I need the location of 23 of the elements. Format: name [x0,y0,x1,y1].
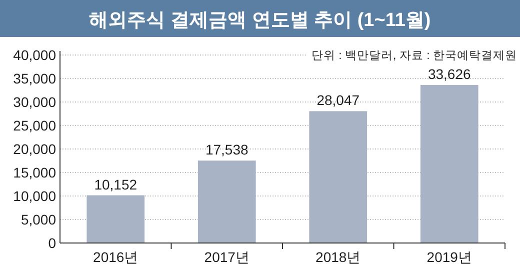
data-label: 17,538 [205,142,248,158]
bar [309,111,368,243]
y-tick-label: 0 [48,235,56,251]
x-tick-label: 2019년 [426,249,472,265]
bar [86,195,145,243]
y-tick-label: 35,000 [13,70,56,86]
y-tick-label: 40,000 [13,47,56,63]
y-tick-label: 25,000 [13,118,56,134]
data-label: 33,626 [428,66,471,82]
bar [420,84,478,243]
bar [198,160,256,243]
y-tick-label: 15,000 [13,164,56,180]
y-tick-label: 30,000 [13,94,56,110]
y-tick-label: 5,000 [20,212,56,228]
x-tick-label: 2018년 [316,249,361,265]
data-label: 10,152 [94,176,138,192]
x-tick-label: 2016년 [93,249,138,265]
data-label: 28,047 [316,92,360,108]
y-tick-label: 20,000 [13,141,56,157]
y-tick-label: 10,000 [13,188,56,204]
chart-subtitle: 단위 : 백만달러, 자료 : 한국예탁결제원 [311,50,517,62]
x-tick-label: 2017년 [204,249,250,265]
chart-title: 해외주식 결제금액 연도별 추이 (1~11월) [89,10,431,31]
